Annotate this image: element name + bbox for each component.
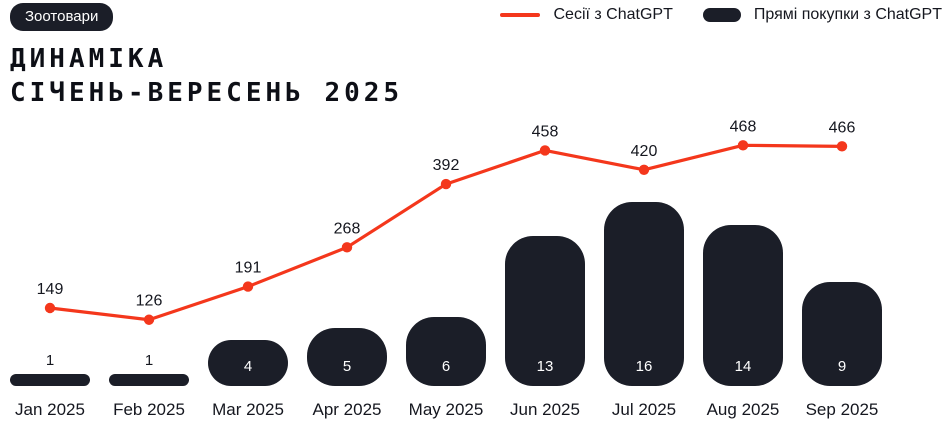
line-value-label: 126	[136, 293, 163, 310]
line-point	[341, 242, 353, 253]
x-axis-label: Jun 2025	[510, 400, 580, 419]
line-value-label: 458	[532, 123, 559, 140]
legend-item-purchases: Прямі покупки з ChatGPT	[702, 6, 942, 24]
category-badge-label: Зоотовари	[25, 8, 99, 25]
bar-jan-2025	[10, 374, 90, 386]
bar-sep-2025	[802, 282, 882, 386]
line-point	[737, 140, 749, 151]
bar-value-label: 1	[46, 352, 54, 369]
line-series-swatch-icon	[500, 13, 541, 17]
line-value-label: 392	[433, 157, 460, 174]
line-value-label: 191	[235, 260, 262, 277]
line-point	[539, 145, 551, 156]
bar-value-label: 13	[537, 358, 554, 375]
page-title: ДИНАМІКА СІЧЕНЬ-ВЕРЕСЕНЬ 2025	[10, 42, 403, 110]
bar-jun-2025	[505, 236, 585, 386]
bar-may-2025	[406, 317, 486, 386]
x-axis-label: Feb 2025	[113, 400, 185, 419]
bar-value-label: 9	[838, 358, 846, 375]
line-point	[44, 302, 56, 314]
bar-series-swatch-icon	[702, 8, 741, 22]
category-badge: Зоотовари	[10, 3, 114, 31]
bar-mar-2025	[208, 340, 288, 386]
x-axis-label: Sep 2025	[806, 400, 879, 419]
x-axis-label: Jan 2025	[15, 400, 85, 419]
line-point	[242, 281, 254, 292]
line-value-label: 468	[730, 118, 757, 135]
line-point	[836, 141, 848, 152]
x-axis-label: Aug 2025	[707, 400, 780, 419]
bar-value-label: 5	[343, 358, 351, 375]
legend-label-purchases: Прямі покупки з ChatGPT	[753, 6, 942, 23]
line-value-label: 420	[631, 143, 658, 160]
page-title-line-2: СІЧЕНЬ-ВЕРЕСЕНЬ 2025	[10, 78, 404, 108]
line-value-label: 268	[334, 220, 361, 237]
bar-value-label: 1	[145, 352, 153, 369]
line-point	[440, 178, 452, 190]
bar-feb-2025	[109, 374, 189, 386]
line-point	[143, 314, 155, 325]
bar-aug-2025	[703, 225, 783, 386]
chart-legend: Сесії з ChatGPT Прямі покупки з ChatGPT	[500, 6, 942, 24]
bar-jul-2025	[604, 202, 684, 386]
x-axis-label: Mar 2025	[212, 400, 284, 419]
x-axis-label: May 2025	[409, 400, 484, 419]
page-title-line-1: ДИНАМІКА	[10, 44, 168, 74]
legend-label-sessions: Сесії з ChatGPT	[553, 6, 673, 23]
bar-value-label: 16	[636, 358, 653, 375]
bar-value-label: 6	[442, 358, 450, 375]
bar-value-label: 14	[735, 358, 752, 375]
bar-apr-2025	[307, 328, 387, 386]
x-axis-label: Jul 2025	[612, 400, 676, 419]
legend-item-sessions: Сесії з ChatGPT	[500, 6, 673, 24]
line-point	[638, 164, 650, 175]
x-axis-label: Apr 2025	[313, 400, 382, 419]
line-value-label: 149	[37, 281, 64, 298]
line-value-label: 466	[829, 119, 856, 136]
bar-value-label: 4	[244, 358, 252, 375]
